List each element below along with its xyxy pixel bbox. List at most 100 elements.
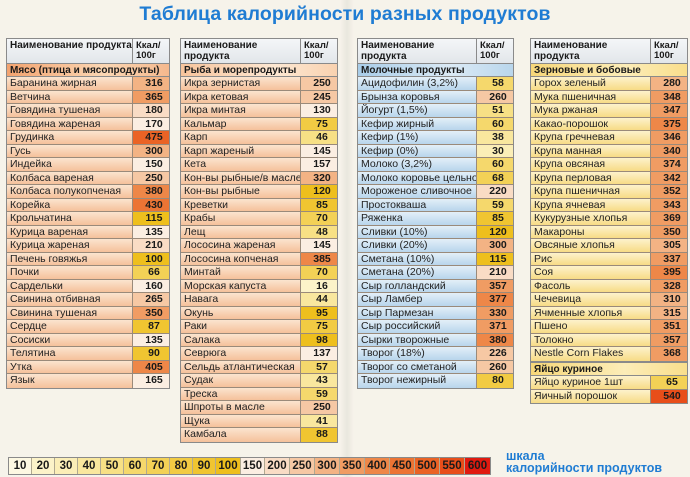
table-row: Мука пшеничная 348 xyxy=(531,90,687,104)
kcal-value: 352 xyxy=(651,185,687,198)
table-row: Какао-порошок 375 xyxy=(531,117,687,131)
table-row: Камбала 88 xyxy=(181,428,337,442)
kcal-value: 60 xyxy=(477,117,513,130)
category-title: Мясо (птица и мясопродукты) xyxy=(7,64,169,77)
product-name: Соя xyxy=(531,266,651,279)
product-name: Сельдь атлантическая xyxy=(181,360,301,373)
product-name: Крупа гречневая xyxy=(531,131,651,144)
scale-step: 60 xyxy=(124,458,147,474)
product-name: Щука xyxy=(181,414,301,427)
table-row: Телятина 90 xyxy=(7,347,169,361)
page-title: Таблица калорийности разных продуктов xyxy=(139,3,551,25)
product-name: Корейка xyxy=(7,198,133,211)
scale-step: 10 xyxy=(9,458,32,474)
product-name: Брынза коровья xyxy=(358,90,477,103)
product-name: Окунь xyxy=(181,306,301,319)
product-name: Сыр Ламбер xyxy=(358,293,477,306)
product-name: Крупа манная xyxy=(531,144,651,157)
product-name: Мука пшеничная xyxy=(531,90,651,103)
kcal-value: 375 xyxy=(651,117,687,130)
kcal-value: 43 xyxy=(301,374,337,387)
scale-step: 200 xyxy=(265,458,290,474)
table-row: Ветчина 365 xyxy=(7,90,169,104)
table-header: Наименование продукта Ккал/ 100г xyxy=(531,39,687,64)
kcal-value: 245 xyxy=(301,90,337,103)
product-name: Лещ xyxy=(181,225,301,238)
table-row: Горох зеленый 280 xyxy=(531,77,687,91)
product-name: Свинина тушеная xyxy=(7,306,133,319)
kcal-value: 374 xyxy=(651,158,687,171)
product-name: Творог (18%) xyxy=(358,347,477,360)
scale-step: 100 xyxy=(216,458,241,474)
table-row: Лещ 48 xyxy=(181,225,337,239)
table-row: Лососина копченая 385 xyxy=(181,252,337,266)
product-name: Мука ржаная xyxy=(531,104,651,117)
table-row: Сливки (10%) 120 xyxy=(358,225,513,239)
product-name: Минтай xyxy=(181,266,301,279)
kcal-value: 305 xyxy=(651,239,687,252)
table-row: Икра зернистая 250 xyxy=(181,77,337,91)
product-name: Морская капуста xyxy=(181,279,301,292)
table-dairy: Наименование продукта Ккал/ 100г Молочные … xyxy=(357,38,514,389)
product-name: Гусь xyxy=(7,144,133,157)
kcal-value: 120 xyxy=(301,185,337,198)
kcal-value: 385 xyxy=(301,252,337,265)
product-name: Крупа ячневая xyxy=(531,198,651,211)
product-name: Сосиски xyxy=(7,333,133,346)
kcal-value: 380 xyxy=(477,333,513,346)
product-name: Раки xyxy=(181,320,301,333)
table-row: Ячменные хлопья 315 xyxy=(531,306,687,320)
kcal-value: 100 xyxy=(133,252,169,265)
kcal-value: 310 xyxy=(651,293,687,306)
table-row: Корейка 430 xyxy=(7,198,169,212)
table-row: Карп 46 xyxy=(181,131,337,145)
product-name: Кета xyxy=(181,158,301,171)
table-row: Nestle Corn Flakes 368 xyxy=(531,347,687,361)
kcal-value: 320 xyxy=(301,171,337,184)
product-name: Сердце xyxy=(7,320,133,333)
kcal-value: 180 xyxy=(133,104,169,117)
kcal-value: 328 xyxy=(651,279,687,292)
table-row: Кальмар 75 xyxy=(181,117,337,131)
kcal-value: 540 xyxy=(651,389,687,403)
kcal-value: 46 xyxy=(301,131,337,144)
kcal-value: 59 xyxy=(477,198,513,211)
table-row: Пшено 351 xyxy=(531,320,687,334)
table-row: Творог нежирный 80 xyxy=(358,374,513,388)
kcal-value: 347 xyxy=(651,104,687,117)
product-name: Треска xyxy=(181,387,301,400)
kcal-value: 160 xyxy=(133,279,169,292)
table-row: Раки 75 xyxy=(181,320,337,334)
kcal-value: 137 xyxy=(301,347,337,360)
product-name: Кальмар xyxy=(181,117,301,130)
header-kcal: Ккал/ 100г xyxy=(304,40,329,61)
kcal-value: 377 xyxy=(477,293,513,306)
table-row: Колбаса вареная 250 xyxy=(7,171,169,185)
table-row: Крольчатина 115 xyxy=(7,212,169,226)
table-row: Чечевица 310 xyxy=(531,293,687,307)
kcal-value: 430 xyxy=(133,198,169,211)
table-row: Лососина жареная 145 xyxy=(181,239,337,253)
kcal-value: 380 xyxy=(133,185,169,198)
table-row: Молоко коровье цельное 68 xyxy=(358,171,513,185)
product-name: Макароны xyxy=(531,225,651,238)
product-name: Икра кетовая xyxy=(181,90,301,103)
scale-step: 450 xyxy=(390,458,415,474)
kcal-value: 88 xyxy=(301,428,337,442)
product-name: Сметана (20%) xyxy=(358,266,477,279)
table-row: Крабы 70 xyxy=(181,212,337,226)
product-name: Сардельки xyxy=(7,279,133,292)
kcal-value: 75 xyxy=(301,117,337,130)
kcal-value: 157 xyxy=(301,158,337,171)
product-name: Индейка xyxy=(7,158,133,171)
scale-label: шкала калорийности продуктов xyxy=(506,449,662,475)
table-row: Почки 66 xyxy=(7,266,169,280)
kcal-value: 342 xyxy=(651,171,687,184)
kcal-value: 220 xyxy=(477,185,513,198)
scale-label-line1: шкала xyxy=(506,449,545,463)
table-row: Гусь 300 xyxy=(7,144,169,158)
kcal-value: 70 xyxy=(301,266,337,279)
product-name: Мороженое сливочное xyxy=(358,185,477,198)
table-row: Морская капуста 16 xyxy=(181,279,337,293)
table-header: Наименование продукта Ккал/ 100г xyxy=(358,39,513,64)
